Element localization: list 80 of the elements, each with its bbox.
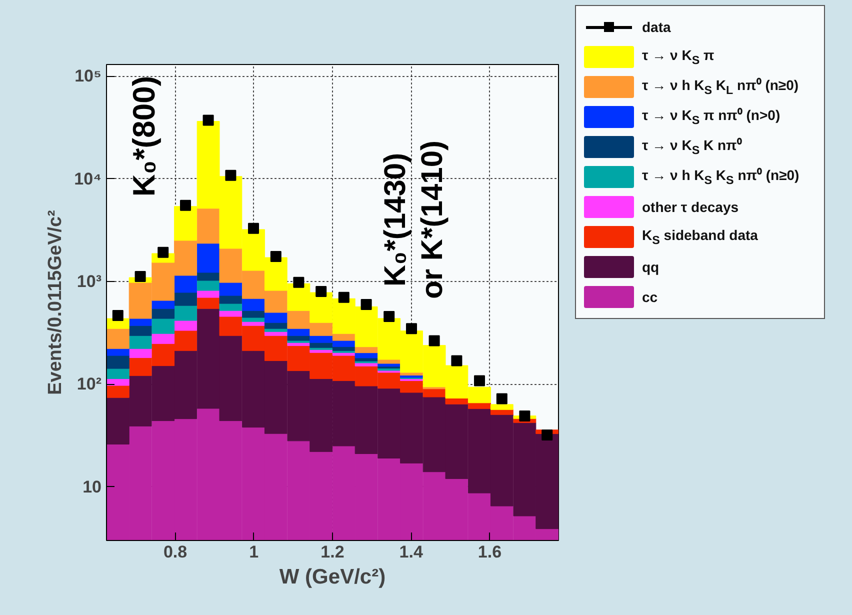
bar <box>174 275 197 293</box>
point <box>202 114 214 126</box>
point <box>474 375 485 386</box>
legend-label: τ → ν K$_{S}$ π <box>642 46 714 69</box>
legend-label: τ → ν h K$_{S}$ K$_{S}$ nπ⁰ (n≥0) <box>642 166 800 189</box>
legend-label: τ → ν K$_{S}$ K nπ⁰ <box>642 136 742 159</box>
bar <box>196 290 220 298</box>
bar <box>242 298 265 311</box>
bar <box>174 320 197 331</box>
bar <box>128 348 152 358</box>
point <box>496 393 508 404</box>
bar <box>490 409 514 415</box>
bar <box>106 368 130 379</box>
point <box>519 410 530 422</box>
bar <box>219 303 242 311</box>
y-axis-title: Events/0.0115GeV/c² <box>45 210 66 395</box>
x-tick-label: 1 <box>249 542 259 562</box>
point <box>360 299 372 310</box>
legend-label: data <box>642 18 671 37</box>
legend-label: τ → ν h K$_{S}$ K$_{L}$ nπ⁰ (n≥0) <box>642 76 799 99</box>
bar <box>287 328 310 336</box>
point <box>225 170 236 181</box>
bar <box>106 328 130 349</box>
legend-label: qq <box>642 258 660 277</box>
bar <box>128 325 152 336</box>
point <box>158 246 169 258</box>
point <box>384 311 395 322</box>
bar <box>196 272 220 281</box>
bar <box>354 352 378 358</box>
point <box>338 292 350 303</box>
point <box>134 270 146 282</box>
bar <box>196 280 220 291</box>
bar <box>354 346 378 354</box>
point <box>451 355 462 366</box>
y-tick-label: 10² <box>76 374 102 394</box>
bar <box>264 312 288 323</box>
point <box>180 200 191 211</box>
point <box>542 429 553 440</box>
legend-label: τ → ν K$_{S}$ π nπ⁰ (n>0) <box>642 106 780 129</box>
legend-label: other τ decays <box>642 198 739 217</box>
x-tick-label: 1.4 <box>399 542 424 562</box>
legend-label: K$_{S}$ sideband data <box>642 226 758 249</box>
point <box>428 335 440 346</box>
bar <box>242 310 265 318</box>
x-axis-title: W (GeV/c²) <box>279 566 386 588</box>
annotation: or K*(1410) <box>416 140 450 299</box>
y-tick-label: 10⁴ <box>74 169 102 188</box>
x-tick-label: 1.6 <box>478 542 502 562</box>
point <box>248 222 259 234</box>
bar <box>128 318 152 326</box>
bar <box>196 243 220 273</box>
y-tick-label: 10⁵ <box>74 66 102 86</box>
bar <box>219 310 242 317</box>
point <box>406 323 417 334</box>
x-tick-label: 1.2 <box>320 542 344 562</box>
point <box>293 276 304 288</box>
bar <box>287 335 310 341</box>
annotation: K₀*(800) <box>126 76 162 197</box>
bar <box>378 368 401 371</box>
x-tick-label: 0.8 <box>163 542 188 562</box>
annotation: K₀*(1430) <box>378 152 412 286</box>
point <box>112 310 124 322</box>
y-tick-label: 10 <box>82 477 102 496</box>
bar <box>174 292 197 306</box>
bar <box>152 300 175 309</box>
legend-label: cc <box>642 288 658 307</box>
bar <box>128 335 152 349</box>
bar <box>219 282 242 296</box>
bar <box>152 308 175 319</box>
bar <box>264 322 288 329</box>
bar <box>219 295 242 304</box>
bar <box>106 385 130 398</box>
y-tick-label: 10³ <box>76 272 102 292</box>
bar <box>106 378 130 386</box>
bar <box>152 333 175 344</box>
bar <box>106 355 130 369</box>
point <box>270 251 282 262</box>
point <box>316 286 327 297</box>
bar <box>196 297 220 309</box>
bar <box>106 348 130 356</box>
